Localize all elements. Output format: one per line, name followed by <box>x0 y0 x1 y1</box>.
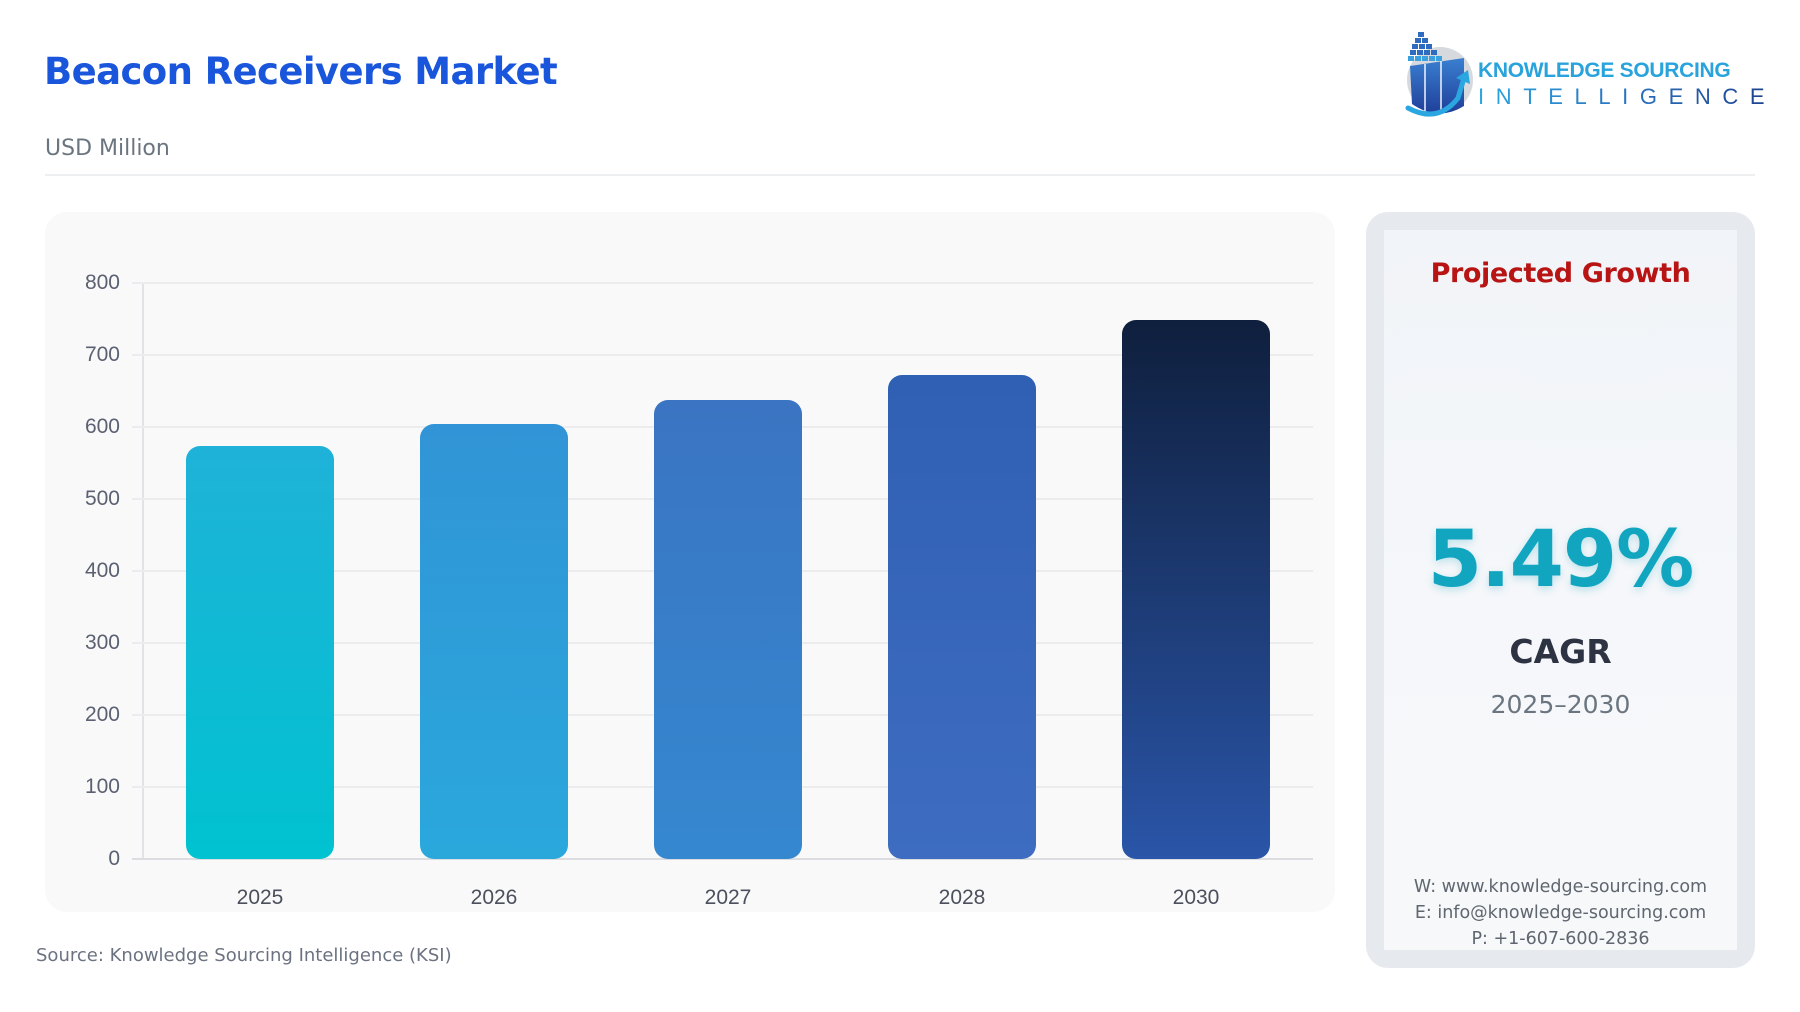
logo-text-primary: KNOWLEDGE SOURCING <box>1478 59 1731 82</box>
source-note: Source: Knowledge Sourcing Intelligence … <box>36 945 452 966</box>
cagr-value: 5.49% <box>1427 515 1695 605</box>
unit-subtitle: USD Million <box>45 136 170 161</box>
projected-growth-title: Projected Growth <box>1430 258 1691 289</box>
contact-website: W: www.knowledge-sourcing.com <box>1413 877 1708 897</box>
bar-2025[interactable] <box>186 446 334 859</box>
logo-globe-icon <box>1405 32 1473 117</box>
company-logo: KNOWLEDGE SOURCING INTELLIGENCE <box>1398 24 1765 124</box>
growth-panel-inner <box>1384 230 1737 950</box>
bar-2028[interactable] <box>888 375 1036 859</box>
page-title: Beacon Receivers Market <box>44 50 558 93</box>
contact-phone: P: +1-607-600-2836 <box>1471 929 1650 949</box>
header-divider <box>45 174 1755 176</box>
cagr-period: 2025–2030 <box>1490 690 1631 719</box>
bar-2030[interactable] <box>1122 319 1270 859</box>
cagr-label: CAGR <box>1509 632 1612 671</box>
logo-text-secondary: INTELLIGENCE <box>1478 84 1777 109</box>
bar-2027[interactable] <box>654 400 802 859</box>
contact-email: E: info@knowledge-sourcing.com <box>1414 903 1707 923</box>
bar-2026[interactable] <box>420 424 568 859</box>
